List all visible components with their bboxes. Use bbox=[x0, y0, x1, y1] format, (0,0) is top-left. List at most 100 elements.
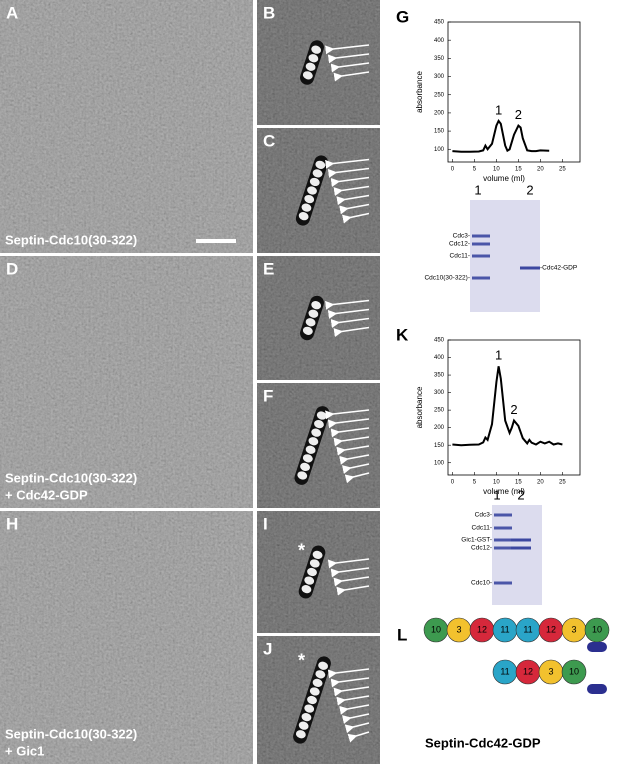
y-tick-label: 100 bbox=[434, 147, 445, 153]
subunit bbox=[315, 160, 326, 169]
band bbox=[472, 254, 490, 258]
micrograph-tone bbox=[0, 511, 253, 764]
x-axis-label: volume (ml) bbox=[483, 174, 525, 183]
panel-label: I bbox=[263, 514, 268, 533]
subunit bbox=[312, 169, 323, 178]
subunit-label: 11 bbox=[523, 624, 532, 634]
subunit-label: 3 bbox=[571, 624, 576, 634]
subunit bbox=[312, 678, 323, 687]
subunit-label: 10 bbox=[592, 624, 602, 634]
scale-bar bbox=[196, 239, 236, 243]
arrow bbox=[327, 308, 370, 319]
arrow bbox=[330, 176, 370, 187]
x-tick-label: 15 bbox=[515, 480, 522, 486]
arrow bbox=[333, 686, 370, 697]
arrow bbox=[339, 704, 370, 715]
band bbox=[511, 538, 531, 542]
arrow bbox=[327, 668, 370, 679]
y-tick-label: 450 bbox=[434, 338, 445, 344]
arrow bbox=[330, 427, 370, 438]
arrow bbox=[330, 317, 370, 328]
arrow bbox=[325, 44, 370, 55]
subunit bbox=[307, 186, 317, 195]
micrograph-caption: + Cdc42-GDP bbox=[5, 487, 88, 502]
arrow bbox=[325, 299, 370, 310]
micrograph-caption: + Gic1 bbox=[5, 743, 44, 758]
y-tick-label: 300 bbox=[434, 390, 445, 396]
x-tick-label: 0 bbox=[451, 167, 455, 173]
subunit-label: 10 bbox=[431, 624, 441, 634]
arrow bbox=[330, 677, 370, 688]
panel-label: J bbox=[263, 639, 272, 658]
lane-label: 1 bbox=[474, 182, 481, 197]
subunit bbox=[311, 45, 322, 54]
arrow bbox=[325, 158, 370, 169]
band-label: Cdc3- bbox=[453, 233, 470, 240]
arrow bbox=[325, 409, 370, 420]
y-tick-label: 450 bbox=[434, 20, 445, 26]
x-tick-label: 15 bbox=[515, 167, 522, 173]
asterisk: * bbox=[298, 650, 305, 670]
panel-label: L bbox=[397, 625, 407, 644]
subunit bbox=[302, 454, 313, 463]
y-tick-label: 250 bbox=[434, 92, 445, 98]
band-label: Gic1-GST- bbox=[461, 537, 492, 544]
y-tick-label: 400 bbox=[434, 38, 445, 44]
arrow bbox=[333, 185, 370, 197]
subunit bbox=[311, 428, 322, 437]
subunit bbox=[311, 301, 322, 310]
subunit-label: 3 bbox=[456, 624, 461, 634]
subunit bbox=[312, 550, 323, 559]
y-tick-label: 150 bbox=[434, 443, 445, 449]
panel-label: G bbox=[396, 7, 409, 26]
band bbox=[494, 526, 512, 530]
peak-label: 2 bbox=[515, 107, 522, 122]
lane-label: 1 bbox=[493, 487, 500, 502]
y-tick-label: 350 bbox=[434, 56, 445, 62]
lane-label: 2 bbox=[517, 487, 524, 502]
filament bbox=[295, 155, 329, 226]
y-axis-label: absorbance bbox=[415, 386, 424, 428]
arrow bbox=[327, 418, 370, 429]
arrow bbox=[344, 722, 370, 734]
subunit bbox=[315, 670, 326, 679]
gel bbox=[492, 505, 542, 605]
subunit-label: 3 bbox=[548, 666, 553, 676]
subunit bbox=[561, 659, 587, 685]
micrograph-tone bbox=[0, 0, 253, 253]
subunit-label: 12 bbox=[546, 624, 556, 634]
arrow bbox=[336, 695, 370, 706]
y-tick-label: 300 bbox=[434, 74, 445, 80]
subunit bbox=[295, 730, 306, 739]
y-tick-label: 150 bbox=[434, 129, 445, 135]
y-tick-label: 100 bbox=[434, 460, 445, 466]
micrograph-caption: Septin-Cdc10(30-322) bbox=[5, 726, 137, 741]
arrow bbox=[342, 212, 370, 224]
subunit bbox=[304, 194, 315, 204]
arrow bbox=[344, 472, 370, 484]
subunit bbox=[301, 203, 312, 212]
subunit bbox=[297, 471, 308, 480]
arrow bbox=[327, 558, 370, 569]
micrograph-tone bbox=[0, 256, 253, 508]
x-tick-label: 10 bbox=[493, 480, 500, 486]
x-tick-label: 25 bbox=[559, 480, 566, 486]
band-label: Cdc12- bbox=[449, 241, 470, 248]
band bbox=[494, 581, 512, 585]
y-tick-label: 400 bbox=[434, 355, 445, 361]
subunit bbox=[298, 721, 309, 730]
micrograph-caption: Septin-Cdc10(30-322) bbox=[5, 470, 137, 485]
subunit bbox=[308, 309, 319, 318]
arrow bbox=[330, 567, 370, 578]
panel-label: E bbox=[263, 259, 274, 278]
cdc42-cap bbox=[587, 642, 607, 652]
subunit bbox=[301, 585, 312, 594]
subunit-label: 12 bbox=[523, 666, 533, 676]
x-tick-label: 0 bbox=[451, 480, 455, 486]
arrow bbox=[339, 454, 370, 465]
arrow bbox=[336, 445, 370, 456]
x-tick-label: 5 bbox=[473, 167, 477, 173]
diagram-caption: Septin-Cdc42-GDP bbox=[425, 735, 541, 750]
subunit bbox=[309, 687, 320, 696]
subunit-label: 10 bbox=[569, 666, 579, 676]
